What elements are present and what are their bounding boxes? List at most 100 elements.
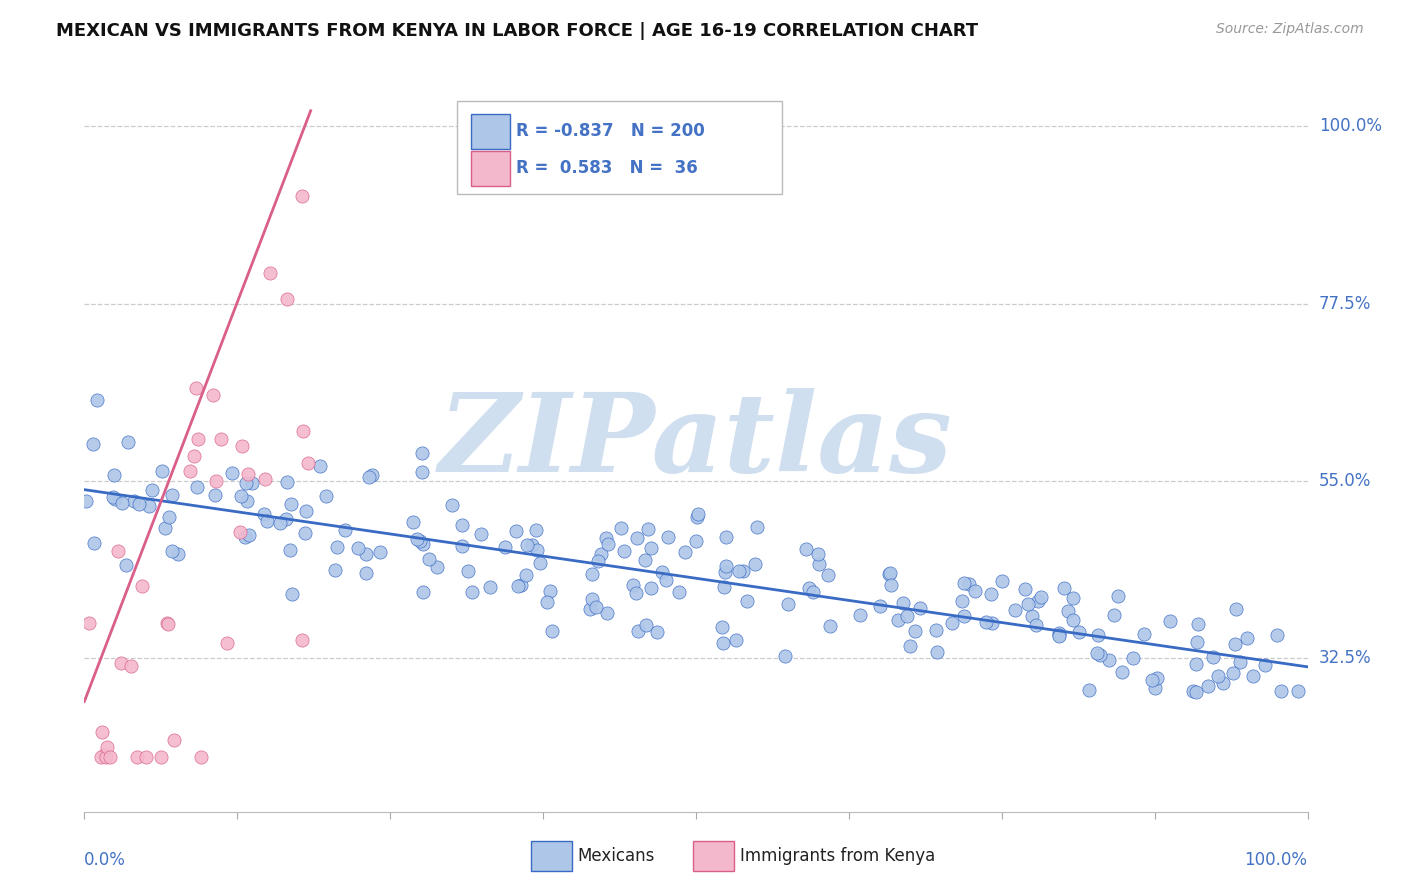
Point [354, 547, 377, 561]
Point [1146, 672, 1168, 686]
Point [357, 470, 380, 484]
Point [581, 566, 603, 581]
Point [405, 533, 427, 547]
Point [536, 595, 558, 609]
Point [1021, 609, 1043, 624]
Point [1236, 631, 1258, 645]
Point [256, 514, 278, 528]
Point [291, 189, 314, 203]
Point [253, 507, 276, 521]
Point [898, 639, 921, 653]
Point [1004, 603, 1026, 617]
Point [335, 524, 357, 538]
Point [627, 624, 650, 638]
Point [799, 581, 821, 595]
Point [96, 740, 118, 755]
Point [325, 540, 347, 554]
Point [887, 613, 910, 627]
Point [817, 568, 839, 582]
Point [950, 594, 973, 608]
Point [1090, 648, 1112, 662]
Point [724, 633, 747, 648]
Point [879, 578, 901, 592]
Point [494, 540, 516, 554]
Point [953, 609, 976, 624]
Point [77, 616, 100, 631]
Point [1133, 627, 1156, 641]
Point [451, 539, 474, 553]
Point [688, 507, 710, 521]
Point [818, 618, 841, 632]
Point [135, 749, 157, 764]
Point [451, 517, 474, 532]
Point [150, 464, 173, 478]
Point [1159, 614, 1181, 628]
Point [578, 601, 600, 615]
Point [209, 432, 232, 446]
Point [1062, 613, 1084, 627]
Point [347, 541, 370, 555]
Point [1182, 684, 1205, 698]
Point [1223, 637, 1246, 651]
Point [609, 520, 631, 534]
Point [104, 491, 127, 506]
Point [86, 392, 108, 407]
Point [156, 616, 179, 631]
Text: 32.5%: 32.5% [1319, 649, 1371, 667]
Point [1288, 684, 1310, 698]
Point [229, 490, 252, 504]
Point [110, 656, 132, 670]
Point [323, 563, 346, 577]
Point [274, 511, 297, 525]
Point [807, 557, 830, 571]
Text: Immigrants from Kenya: Immigrants from Kenya [740, 847, 935, 865]
Point [673, 545, 696, 559]
Point [637, 522, 659, 536]
Point [716, 530, 738, 544]
Point [645, 624, 668, 639]
Point [1085, 647, 1108, 661]
Point [655, 574, 678, 588]
Point [801, 584, 824, 599]
Point [731, 564, 754, 578]
Point [744, 558, 766, 572]
Point [505, 524, 527, 538]
Point [941, 616, 963, 631]
Point [156, 617, 179, 632]
Point [254, 471, 277, 485]
Point [877, 567, 900, 582]
Point [1212, 675, 1234, 690]
Point [297, 456, 319, 470]
Text: 55.0%: 55.0% [1319, 472, 1371, 490]
Point [634, 617, 657, 632]
Point [713, 565, 735, 579]
Point [278, 543, 301, 558]
Point [269, 516, 291, 530]
Point [510, 577, 533, 591]
Point [308, 459, 330, 474]
Point [595, 531, 617, 545]
Point [727, 564, 749, 578]
Point [626, 531, 648, 545]
Point [613, 544, 636, 558]
Point [1144, 681, 1167, 695]
Point [205, 474, 228, 488]
Point [259, 266, 281, 280]
Point [98, 749, 121, 764]
Point [1202, 650, 1225, 665]
Point [315, 489, 337, 503]
Point [291, 424, 314, 438]
Point [524, 523, 547, 537]
Point [240, 475, 263, 490]
Point [162, 544, 184, 558]
Point [235, 476, 257, 491]
Point [925, 623, 948, 637]
Point [128, 497, 150, 511]
Point [163, 732, 186, 747]
Point [1225, 602, 1247, 616]
Point [233, 530, 256, 544]
Point [202, 388, 225, 402]
Point [526, 543, 548, 558]
Point [640, 581, 662, 595]
Point [735, 594, 758, 608]
